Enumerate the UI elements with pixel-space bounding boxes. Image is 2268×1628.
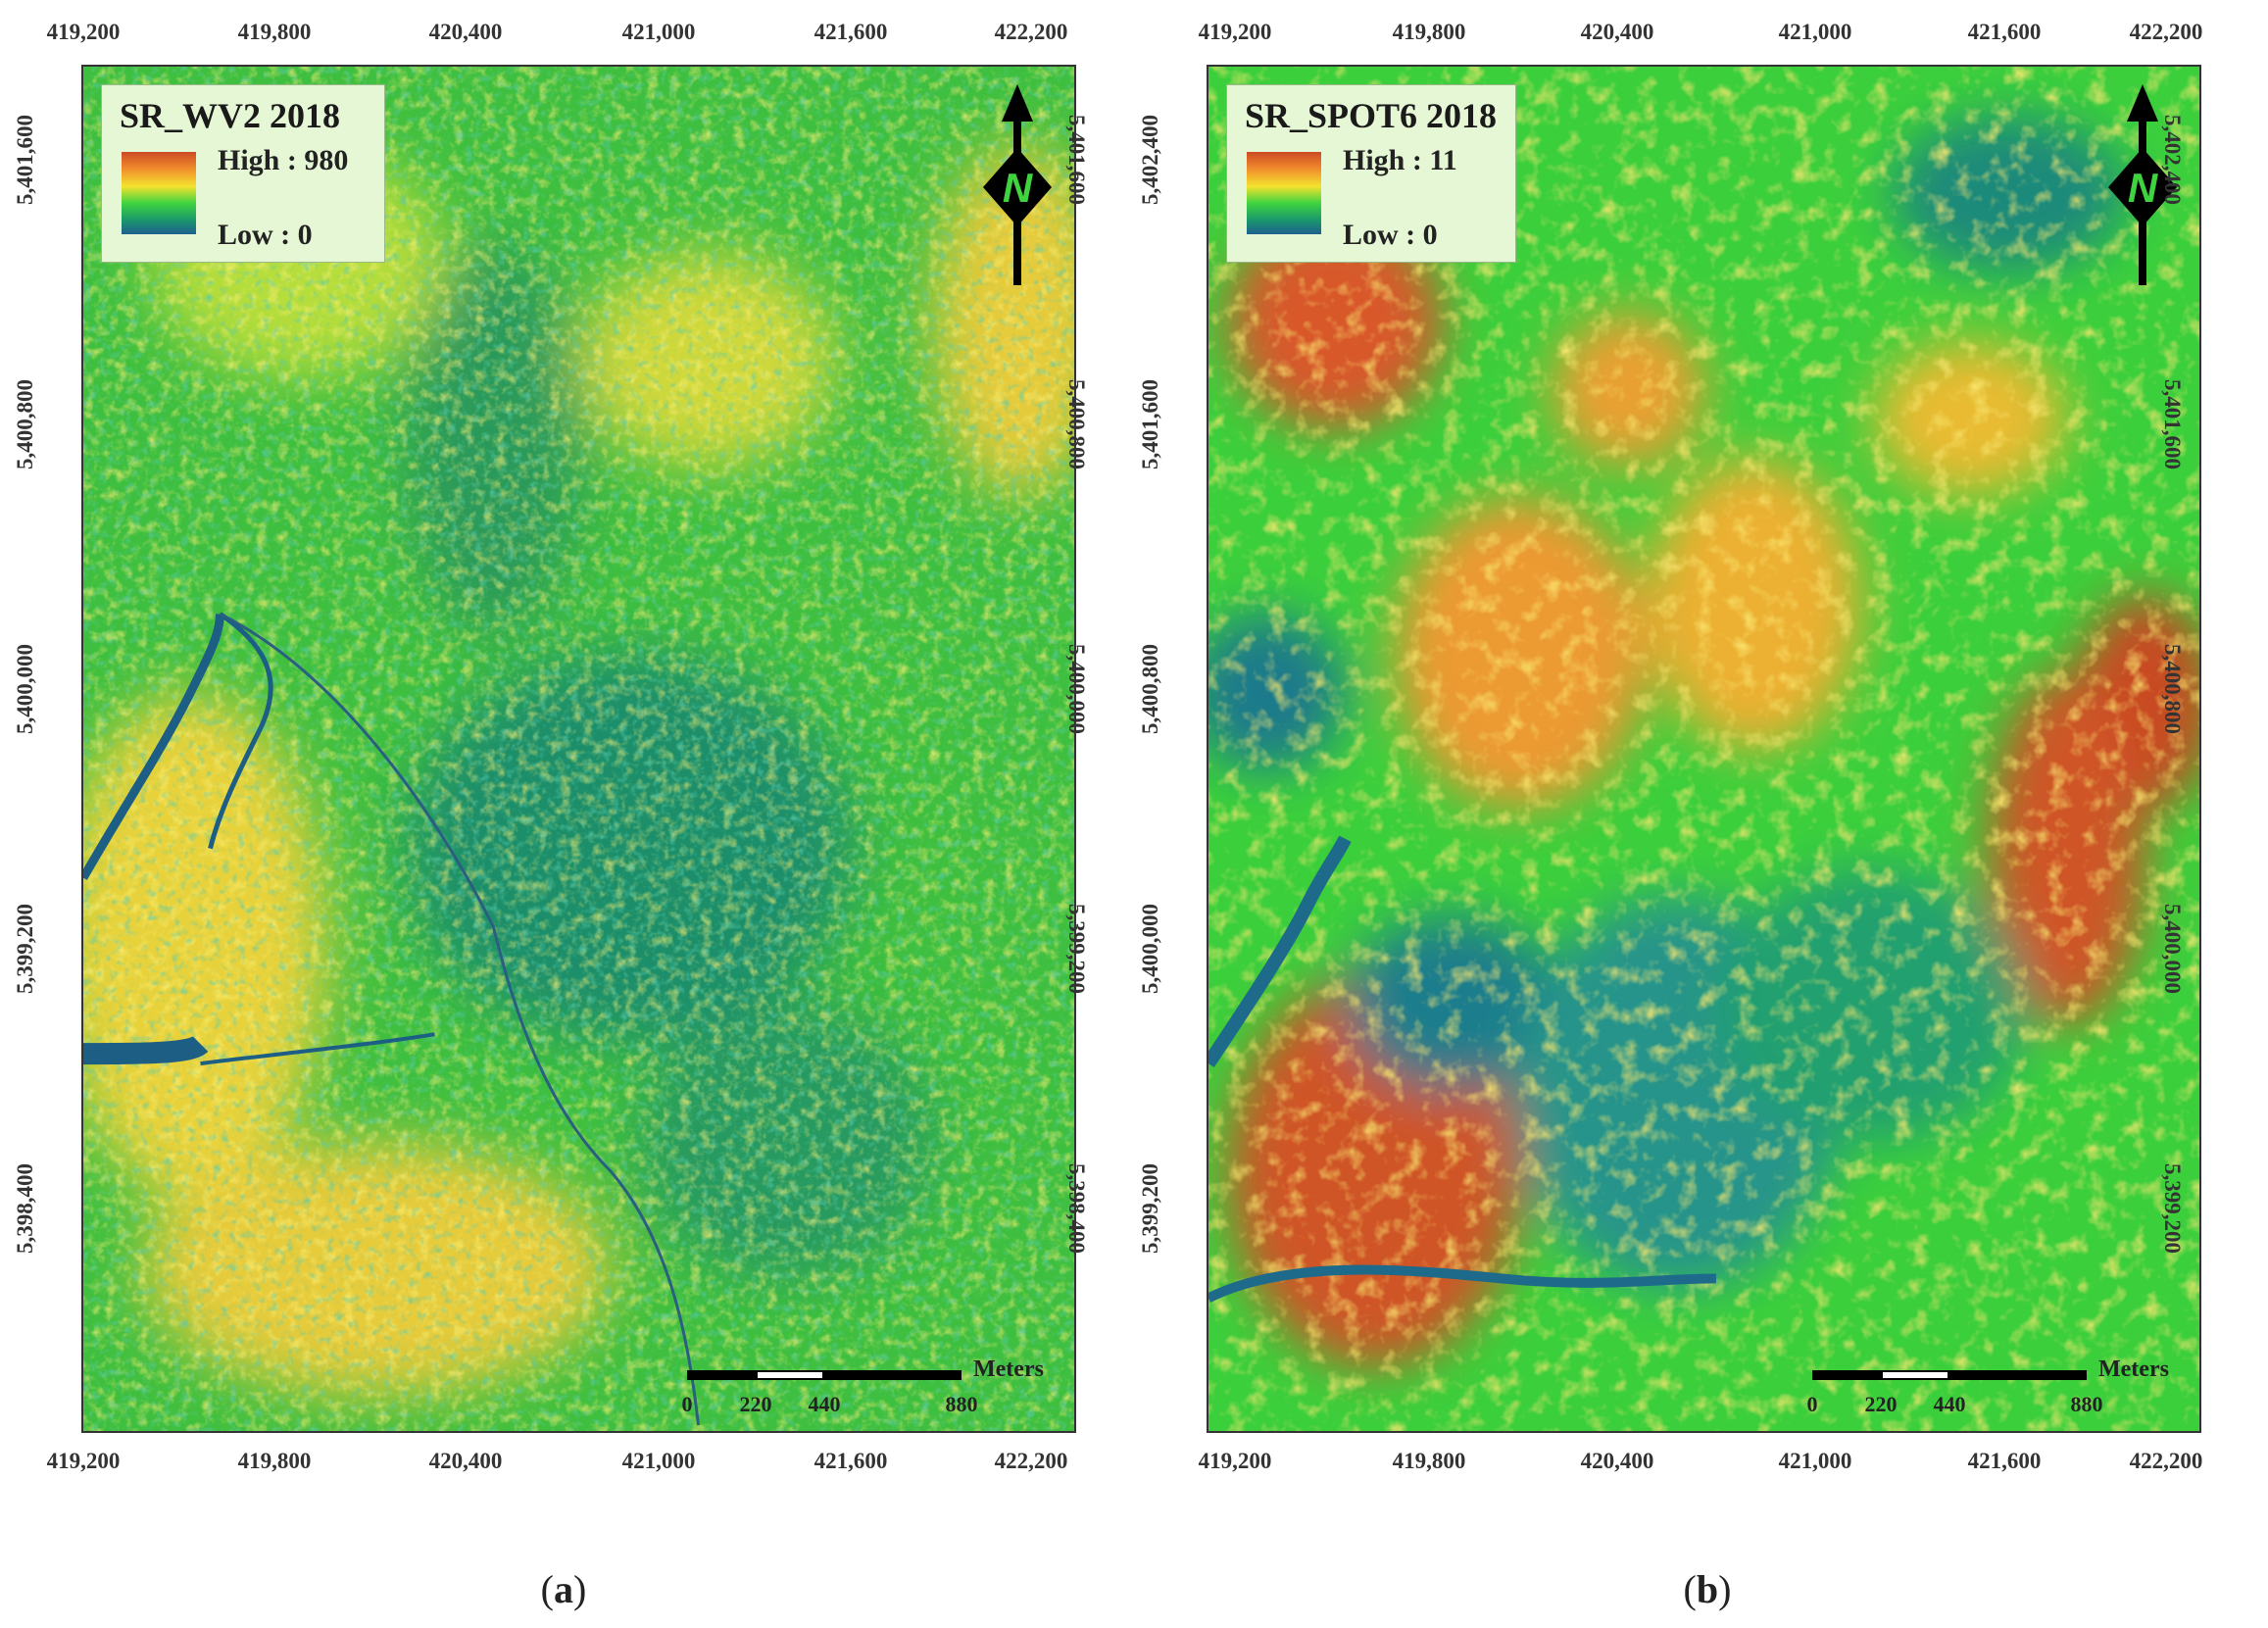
river (208, 612, 273, 850)
x-tick-label: 419,200 (1198, 20, 1272, 44)
x-tick-label: 419,800 (237, 1449, 312, 1473)
caption-letter: b (1696, 1567, 1719, 1611)
x-tick-label: 422,200 (994, 20, 1068, 44)
y-tick-label: 5,398,400 (1064, 1163, 1089, 1254)
map-frame-a[interactable]: SR_WV2 2018 High : 980 Low : 0 N Meters … (81, 65, 1076, 1433)
north-arrow-icon: N (983, 84, 1052, 285)
x-tick-label: 421,600 (1967, 1449, 2042, 1473)
x-tick-label: 421,000 (621, 20, 696, 44)
north-letter: N (1003, 165, 1034, 211)
map-panel-a: SR_WV2 2018 High : 980 Low : 0 N Meters … (0, 0, 1089, 1628)
raster-image-a (83, 67, 1074, 1431)
x-tick-label: 421,000 (621, 1449, 696, 1473)
scale-segment (1881, 1370, 1949, 1380)
legend-low-label: Low : 0 (218, 219, 313, 251)
x-tick-label: 421,600 (814, 1449, 888, 1473)
scale-segment (756, 1370, 824, 1380)
legend-title: SR_SPOT6 2018 (1245, 96, 1498, 135)
x-tick-label: 420,400 (1580, 1449, 1654, 1473)
legend-b: SR_SPOT6 2018 High : 11 Low : 0 (1226, 84, 1516, 263)
x-tick-label: 419,800 (1392, 20, 1466, 44)
y-tick-label: 5,402,400 (2160, 115, 2185, 205)
north-letter: N (2128, 165, 2159, 211)
panel-caption-a: (a) (540, 1567, 587, 1611)
scale-unit-label: Meters (2098, 1357, 2169, 1382)
y-tick-label: 5,401,600 (1138, 379, 1162, 469)
x-tick-label: 421,600 (1967, 20, 2042, 44)
legend-low-label: Low : 0 (1343, 219, 1438, 251)
y-tick-label: 5,400,800 (1138, 644, 1162, 734)
y-tick-label: 5,399,200 (1064, 904, 1089, 994)
y-tick-label: 5,400,000 (1138, 904, 1162, 994)
legend-title: SR_WV2 2018 (120, 96, 341, 135)
x-tick-label: 420,400 (428, 1449, 503, 1473)
river (1208, 835, 1352, 1067)
x-tick-label: 421,600 (814, 20, 888, 44)
x-tick-label: 420,400 (1580, 20, 1654, 44)
river (83, 614, 224, 880)
road (219, 613, 701, 1426)
y-tick-label: 5,399,200 (2160, 1163, 2185, 1254)
north-arrow-icon: N (2108, 84, 2177, 285)
scale-segment (1812, 1370, 1881, 1380)
legend-high-label: High : 980 (218, 144, 349, 176)
caption-letter: a (554, 1567, 573, 1611)
x-tick-label: 421,000 (1778, 20, 1852, 44)
y-tick-label: 5,398,400 (13, 1163, 37, 1254)
y-tick-label: 5,402,400 (1138, 115, 1162, 205)
y-tick-label: 5,399,200 (13, 904, 37, 994)
y-tick-label: 5,400,000 (1064, 644, 1089, 734)
scale-segment (1949, 1370, 2087, 1380)
scale-segment (824, 1370, 961, 1380)
x-tick-label: 419,200 (1198, 1449, 1272, 1473)
x-tick-label: 419,800 (1392, 1449, 1466, 1473)
scale-bar-b: Meters 0 220 440 880 (1807, 1357, 2199, 1431)
x-tick-label: 419,800 (237, 20, 312, 44)
panel-caption-b: (b) (1683, 1567, 1732, 1611)
x-tick-label: 419,200 (46, 20, 121, 44)
x-tick-label: 420,400 (428, 20, 503, 44)
scale-label: 220 (739, 1392, 772, 1416)
x-tick-label: 419,200 (46, 1449, 121, 1473)
river (200, 1032, 435, 1066)
river (83, 1035, 209, 1065)
y-tick-label: 5,400,800 (1064, 379, 1089, 469)
y-tick-label: 5,400,000 (2160, 904, 2185, 994)
scale-label: 220 (1864, 1392, 1898, 1416)
scale-label: 880 (2070, 1392, 2103, 1416)
scale-unit-label: Meters (973, 1357, 1044, 1382)
legend-color-ramp (1247, 152, 1321, 234)
scale-label: 440 (1933, 1392, 1966, 1416)
river (1208, 1264, 1716, 1303)
map-panel-b: SR_SPOT6 2018 High : 11 Low : 0 N Meters… (1137, 0, 2215, 1628)
y-tick-label: 5,399,200 (1138, 1163, 1162, 1254)
scale-label: 0 (681, 1392, 693, 1416)
scale-bar-a: Meters 0 220 440 880 (682, 1357, 1074, 1431)
raster-texture-b (1208, 67, 2199, 1431)
raster-image-b (1208, 67, 2199, 1431)
x-tick-label: 422,200 (2129, 20, 2203, 44)
y-tick-label: 5,400,800 (2160, 644, 2185, 734)
x-tick-label: 421,000 (1778, 1449, 1852, 1473)
legend-a: SR_WV2 2018 High : 980 Low : 0 (101, 84, 385, 263)
x-tick-label: 422,200 (2129, 1449, 2203, 1473)
y-tick-label: 5,400,800 (13, 379, 37, 469)
legend-high-label: High : 11 (1343, 144, 1457, 176)
y-tick-label: 5,401,600 (2160, 379, 2185, 469)
map-frame-b[interactable]: SR_SPOT6 2018 High : 11 Low : 0 N Meters… (1207, 65, 2201, 1433)
x-tick-label: 422,200 (994, 1449, 1068, 1473)
raster-texture-a2 (83, 67, 1074, 1431)
y-tick-label: 5,401,600 (13, 115, 37, 205)
scale-label: 440 (808, 1392, 841, 1416)
scale-segment (687, 1370, 756, 1380)
scale-label: 880 (945, 1392, 978, 1416)
y-tick-label: 5,400,000 (13, 644, 37, 734)
scale-label: 0 (1806, 1392, 1818, 1416)
y-tick-label: 5,401,600 (1064, 115, 1089, 205)
legend-color-ramp (122, 152, 196, 234)
